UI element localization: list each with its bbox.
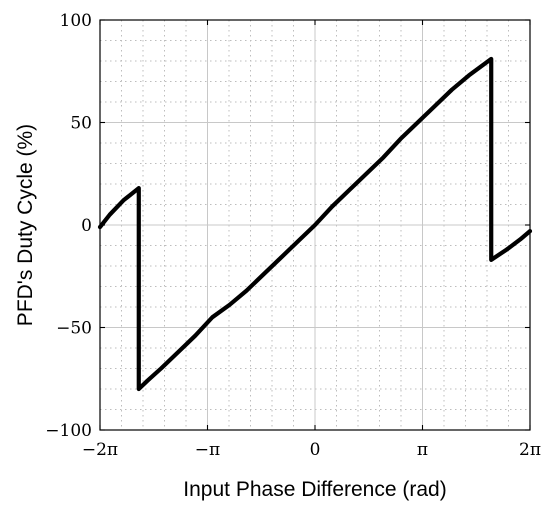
y-tick-label: −50 xyxy=(56,319,92,339)
x-tick-label: 2π xyxy=(519,440,541,460)
y-axis-label: PFD's Duty Cycle (%) xyxy=(14,124,37,326)
y-tick-label: 0 xyxy=(81,216,92,236)
x-tick-label: −2π xyxy=(82,440,118,460)
duty-cycle-series-line xyxy=(97,56,533,392)
x-tick-label: π xyxy=(417,440,428,460)
x-tick-label: 0 xyxy=(310,440,321,460)
x-axis-label: Input Phase Difference (rad) xyxy=(183,478,446,501)
series-layer xyxy=(97,56,533,392)
y-tick-label: 100 xyxy=(60,11,92,31)
y-tick-label: −100 xyxy=(45,421,92,441)
x-tick-label: −π xyxy=(195,440,220,460)
y-tick-label: 50 xyxy=(70,114,92,134)
ticks: −2π −π 0 π 2π −100 −50 0 50 100 xyxy=(45,11,541,460)
